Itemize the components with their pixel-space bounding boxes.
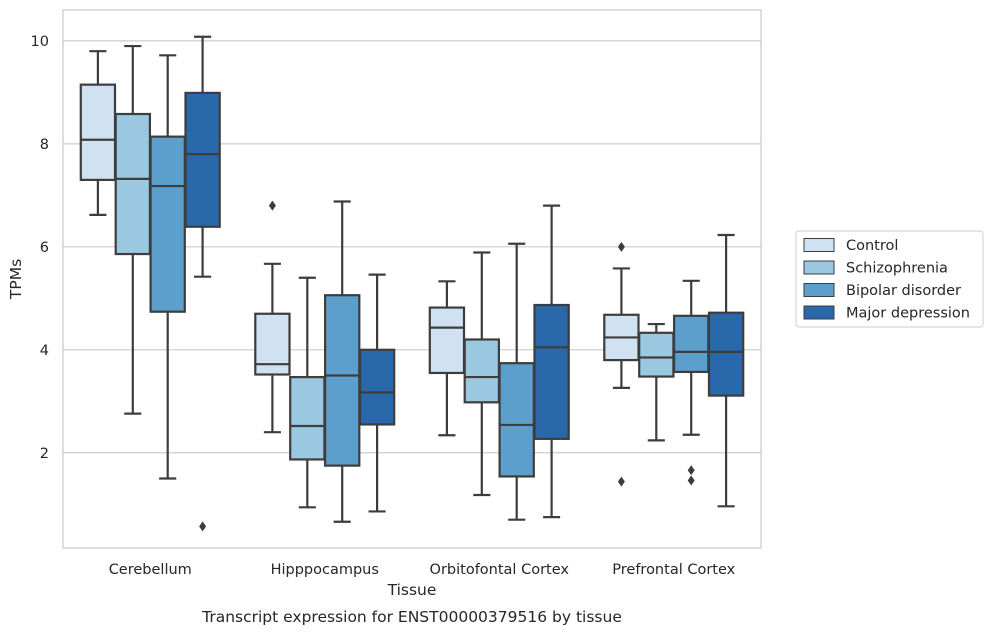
box-bipolar-disorder (672, 279, 710, 486)
legend-swatch (803, 305, 835, 320)
box-major-depression (707, 233, 745, 508)
box-schizophrenia (638, 322, 675, 442)
box-control (603, 241, 640, 487)
y-tick-label: 4 (40, 343, 49, 359)
outlier-point (687, 475, 695, 486)
y-tick-label: 6 (40, 240, 49, 256)
chart-caption: Transcript expression for ENST0000037951… (201, 608, 622, 626)
outlier-point (617, 241, 625, 252)
box-control (254, 200, 291, 434)
iqr-box (184, 91, 221, 228)
iqr-box (323, 294, 361, 467)
iqr-box (254, 312, 291, 376)
iqr-box (672, 314, 710, 374)
outlier-point (617, 476, 625, 487)
box-control (428, 280, 466, 437)
box-control (79, 50, 117, 217)
y-tick-label: 2 (40, 446, 49, 462)
iqr-box (358, 348, 396, 426)
plot-area (62, 9, 762, 549)
legend-frame (795, 230, 984, 328)
iqr-box (533, 303, 570, 440)
iqr-box (79, 83, 117, 181)
x-tick-label: Orbitofontal Cortex (430, 562, 570, 578)
outlier-point (687, 465, 695, 476)
x-tick-label: Cerebellum (109, 562, 192, 578)
legend-label: Schizophrenia (846, 261, 948, 277)
legend-swatch (803, 283, 835, 297)
outlier-point (268, 200, 276, 211)
iqr-box (638, 331, 675, 378)
box-major-depression (358, 273, 396, 513)
x-tick-label: Hipppocampus (271, 562, 379, 578)
box-bipolar-disorder (498, 242, 535, 521)
iqr-box (463, 338, 501, 404)
x-tick-label: Prefrontal Cortex (612, 562, 735, 578)
iqr-box (149, 135, 186, 313)
y-tick-label: 8 (40, 137, 49, 153)
box-bipolar-disorder (149, 54, 186, 480)
legend-swatch (803, 238, 835, 252)
iqr-box (428, 306, 466, 375)
iqr-box (498, 362, 535, 478)
box-schizophrenia (114, 44, 152, 415)
iqr-box (707, 311, 745, 397)
iqr-box (289, 375, 326, 461)
legend-label: Bipolar disorder (846, 283, 961, 299)
box-major-depression (533, 204, 570, 519)
y-axis-label: TPMs (7, 259, 25, 300)
box-groups (79, 35, 745, 532)
box-schizophrenia (463, 251, 501, 497)
box-schizophrenia (289, 276, 326, 509)
y-axis-ticks: 2 4 6 8 10 (31, 34, 49, 462)
legend-swatch (803, 260, 835, 275)
x-axis-label: Tissue (387, 581, 437, 599)
iqr-box (114, 112, 152, 256)
legend-label: Control (846, 238, 898, 254)
x-axis-ticks: Cerebellum Hipppocampus Orbitofontal Corte… (109, 562, 736, 578)
y-tick-label: 10 (31, 34, 49, 50)
legend-label: Major depression (846, 306, 970, 322)
box-bipolar-disorder (323, 200, 361, 523)
legend: Control Schizophrenia Bipolar disorder Majo… (795, 230, 984, 328)
outlier-point (199, 521, 207, 532)
box-major-depression (184, 35, 221, 532)
